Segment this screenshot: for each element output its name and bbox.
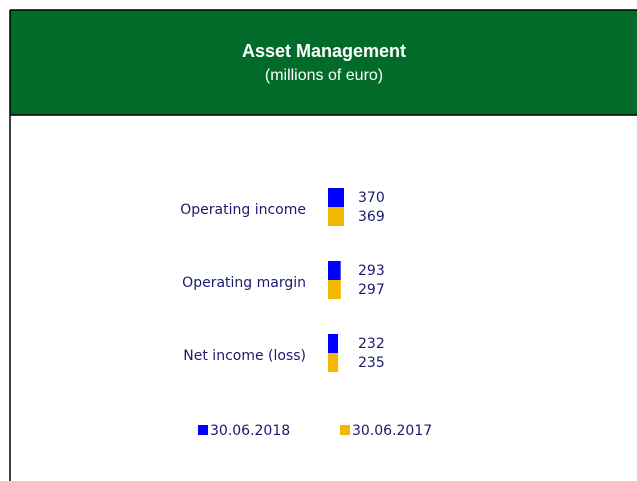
category-label: Operating margin [182, 275, 306, 291]
value-label: 370 [358, 190, 385, 206]
value-label: 232 [358, 336, 385, 352]
legend-swatch [340, 425, 350, 435]
category-label: Operating income [180, 202, 306, 218]
legend-swatch [198, 425, 208, 435]
bar [328, 188, 344, 207]
legend-label: 30.06.2017 [352, 423, 432, 439]
bar [328, 334, 339, 353]
value-label: 369 [358, 209, 385, 225]
bar [328, 261, 341, 280]
value-label: 293 [358, 263, 385, 279]
bar [328, 353, 339, 372]
value-label: 235 [358, 355, 385, 371]
bar [328, 280, 341, 299]
legend-label: 30.06.2018 [210, 423, 290, 439]
chart-subtitle: (millions of euro) [265, 67, 383, 84]
chart-title: Asset Management [242, 41, 406, 61]
value-label: 297 [358, 282, 385, 298]
header [10, 10, 637, 115]
category-label: Net income (loss) [183, 348, 306, 364]
bar [328, 207, 344, 226]
